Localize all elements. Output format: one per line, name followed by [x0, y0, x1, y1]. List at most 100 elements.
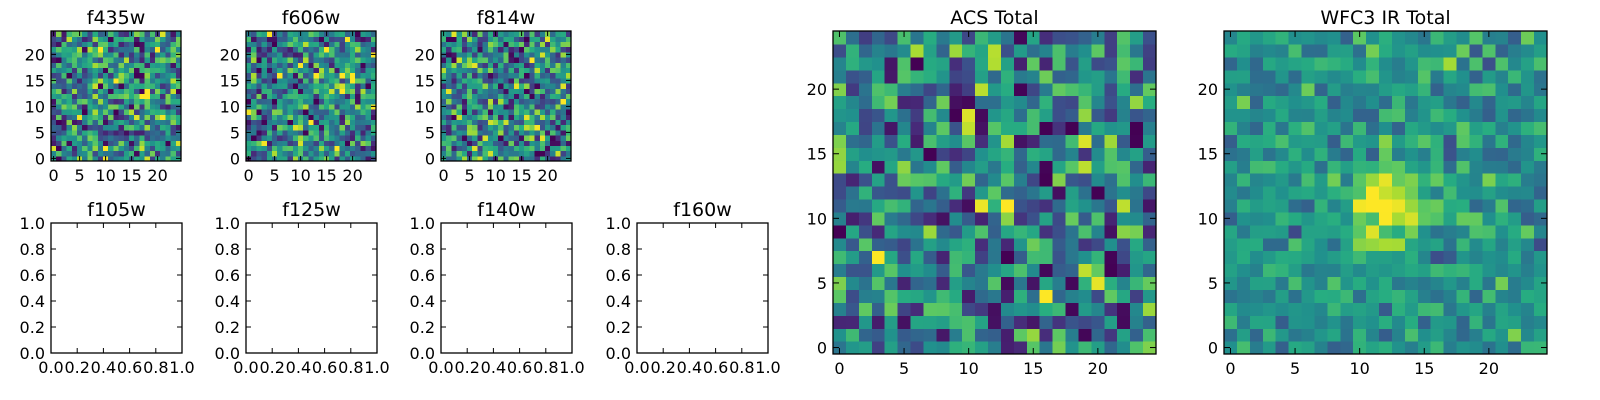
heatmap-cell [149, 83, 156, 89]
heatmap-cell [949, 211, 963, 226]
heatmap-cell [1314, 186, 1328, 200]
heatmap-cell [1443, 341, 1458, 355]
heatmap-cell [897, 95, 912, 110]
heatmap-cell [298, 88, 304, 94]
heatmap-cell [66, 98, 73, 105]
heatmap-cell [272, 135, 278, 141]
heatmap-cell [66, 103, 73, 110]
heatmap-cell [1224, 108, 1238, 123]
heatmap-cell [1013, 95, 1028, 110]
heatmap-cell [1495, 56, 1509, 71]
heatmap-cell [1026, 250, 1041, 265]
heatmap-cell [975, 173, 989, 187]
heatmap-cell [1534, 43, 1548, 58]
heatmap-cell [487, 129, 494, 136]
heatmap-cell [51, 145, 57, 152]
x-tick-label: 5 [1290, 359, 1300, 378]
heatmap-cell [467, 77, 473, 84]
heatmap-cell [555, 145, 562, 152]
x-tick-label: 0.0 [624, 358, 649, 377]
heatmap-cell [160, 98, 166, 105]
heatmap-cell [1078, 108, 1092, 123]
heatmap-cell [1495, 250, 1509, 265]
heatmap-cell [344, 124, 351, 131]
heatmap-cell [897, 276, 912, 290]
heatmap-cell [1224, 224, 1238, 239]
heatmap-cell [503, 98, 510, 105]
heatmap-cell [118, 103, 125, 110]
heatmap-cell [1091, 95, 1105, 110]
heatmap-cell [910, 263, 925, 278]
heatmap-cell [923, 237, 937, 252]
heatmap-cell [313, 83, 320, 89]
heatmap-cell [1143, 82, 1157, 97]
heatmap-cell [524, 109, 530, 115]
heatmap-cell [1130, 69, 1144, 84]
heatmap-cell [82, 51, 88, 58]
heatmap-cell [266, 140, 273, 146]
heatmap-cell [298, 135, 304, 141]
heatmap-cell [246, 145, 252, 152]
heatmap-cell [155, 67, 161, 74]
panel-title: f140w [477, 199, 536, 221]
heatmap-cell [339, 109, 346, 115]
heatmap-cell [303, 31, 309, 37]
heatmap-cell [845, 186, 860, 200]
heatmap-cell [1078, 147, 1092, 161]
heatmap-cell [175, 46, 182, 53]
heatmap-cell [360, 62, 367, 68]
heatmap-cell [170, 135, 177, 141]
heatmap-cell [1417, 31, 1432, 45]
heatmap-cell [923, 69, 937, 84]
heatmap-cell [482, 83, 489, 89]
heatmap-cell [936, 315, 950, 329]
heatmap-cell [1013, 69, 1028, 84]
heatmap-cell [56, 57, 62, 63]
heatmap-cell [282, 135, 289, 141]
heatmap-cell [508, 83, 515, 89]
heatmap-cell [1130, 211, 1144, 226]
heatmap-cell [897, 250, 912, 265]
heatmap-cell [160, 51, 166, 58]
heatmap-cell [51, 140, 57, 146]
heatmap-cell [534, 57, 541, 63]
heatmap-cell [1469, 250, 1483, 265]
heatmap-cell [318, 150, 325, 157]
heatmap-cell [1353, 147, 1367, 161]
heatmap-cell [139, 124, 146, 131]
heatmap-cell [845, 31, 860, 45]
heatmap-cell [858, 276, 873, 290]
heatmap-cell [493, 46, 499, 53]
heatmap-cell [1379, 95, 1393, 110]
heatmap-cell [292, 103, 299, 110]
heatmap-cell [1314, 82, 1328, 97]
heatmap-cell [1065, 69, 1080, 84]
heatmap-cell [51, 72, 57, 79]
y-tick-label: 5 [35, 123, 45, 142]
heatmap-cell [329, 36, 335, 42]
heatmap-cell [61, 129, 68, 136]
heatmap-cell [1366, 302, 1380, 316]
heatmap-cell [272, 114, 278, 120]
heatmap-cell [897, 43, 912, 58]
heatmap-cell [1327, 134, 1341, 148]
heatmap-cell [1013, 121, 1028, 135]
heatmap-cell [858, 31, 873, 45]
heatmap-cell [1000, 341, 1015, 355]
heatmap-cell [1301, 341, 1316, 355]
heatmap-cell [56, 62, 62, 68]
heatmap-cell [155, 36, 161, 42]
heatmap-cell [1039, 147, 1054, 161]
heatmap-cell [103, 129, 109, 136]
heatmap-cell [884, 69, 899, 84]
heatmap-cell [936, 108, 950, 123]
heatmap-cell [524, 36, 530, 42]
heatmap-cell [1495, 173, 1509, 187]
heatmap-cell [308, 83, 315, 89]
heatmap-cell [1288, 315, 1303, 329]
heatmap-cell [451, 119, 458, 126]
heatmap-cell [123, 36, 130, 42]
heatmap-cell [303, 98, 309, 105]
x-tick-label: 0 [49, 166, 59, 185]
x-tick-label: 0.4 [91, 358, 116, 377]
